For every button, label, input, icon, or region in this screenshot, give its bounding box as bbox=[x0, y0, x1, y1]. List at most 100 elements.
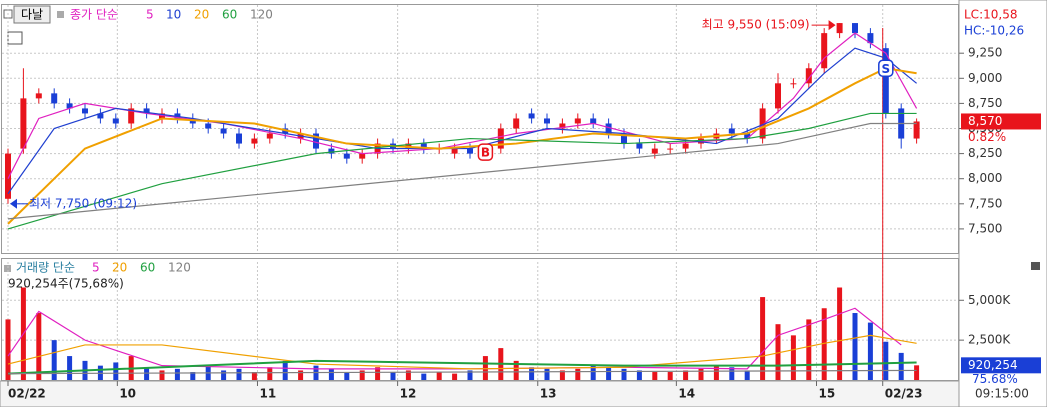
x-tick-label: 02/22 bbox=[8, 387, 46, 401]
legend-title: 종가 단순 bbox=[70, 8, 118, 22]
candle-body bbox=[636, 143, 643, 149]
signal-label: B bbox=[481, 146, 490, 160]
volume-bar bbox=[5, 319, 11, 380]
candle-body bbox=[266, 133, 273, 139]
volume-bar bbox=[713, 365, 719, 380]
candle-body bbox=[590, 118, 597, 124]
candle-body bbox=[205, 123, 212, 129]
candle-body bbox=[451, 148, 458, 154]
grid-icon[interactable] bbox=[7, 31, 23, 45]
candle-body bbox=[651, 148, 658, 154]
y-tick-label: 7,750 bbox=[968, 196, 1002, 210]
candle-body bbox=[805, 68, 812, 84]
candle-body bbox=[97, 113, 104, 119]
volume-bar bbox=[174, 368, 180, 380]
candle-body bbox=[82, 108, 88, 114]
annotation: 최고 9,550 (15:09) bbox=[702, 18, 810, 32]
y-tick-label: 8,750 bbox=[968, 96, 1002, 110]
candle-body bbox=[913, 121, 920, 139]
symbol-button[interactable] bbox=[13, 5, 51, 24]
y-tick-label: 9,250 bbox=[968, 46, 1002, 60]
volume-bar bbox=[113, 362, 119, 380]
candle-body bbox=[728, 128, 735, 134]
candle-body bbox=[574, 118, 581, 124]
panel-button[interactable] bbox=[1031, 262, 1040, 270]
volume-bar bbox=[251, 372, 257, 380]
candle-body bbox=[112, 118, 119, 124]
volume-bar bbox=[590, 365, 596, 380]
volume-bar bbox=[421, 373, 427, 380]
cursor-time: 09:15:00 bbox=[975, 387, 1029, 401]
x-tick-label: 11 bbox=[259, 387, 276, 401]
volume-bar bbox=[760, 297, 766, 380]
ma-line bbox=[7, 67, 917, 225]
x-tick-label: 15 bbox=[819, 387, 836, 401]
volume-bar bbox=[344, 372, 350, 380]
volume-bar bbox=[775, 324, 781, 380]
x-tick-label: 02/23 bbox=[885, 387, 923, 401]
last-volume-box bbox=[961, 357, 1041, 374]
volume-bar bbox=[821, 308, 827, 380]
candle-body bbox=[605, 123, 612, 134]
volume-bar bbox=[652, 372, 658, 380]
legend-icon bbox=[4, 265, 11, 272]
ma-line bbox=[7, 369, 917, 375]
candle-body bbox=[790, 83, 797, 85]
candle-body bbox=[343, 153, 350, 159]
candle-body bbox=[775, 83, 781, 109]
volume-bar bbox=[390, 372, 396, 380]
volume-bar bbox=[790, 335, 796, 380]
volume-bar bbox=[544, 368, 550, 380]
candle-body bbox=[51, 93, 58, 104]
arrow-head bbox=[828, 20, 836, 31]
candle-body bbox=[882, 48, 889, 114]
candle-body bbox=[852, 23, 858, 34]
volume-bar bbox=[867, 322, 873, 380]
annotation: 최저 7,750 (09:12) bbox=[29, 196, 137, 210]
signal-label: S bbox=[881, 62, 890, 76]
legend-entry: 10 bbox=[166, 8, 181, 22]
legend-entry: 5 bbox=[92, 261, 100, 275]
volume-bar bbox=[606, 367, 612, 380]
legend-entry: 120 bbox=[250, 8, 273, 22]
candle-body bbox=[128, 108, 135, 124]
volume-bar bbox=[267, 367, 273, 380]
volume-bar bbox=[436, 372, 442, 380]
volume-bar bbox=[529, 367, 535, 380]
candle-body bbox=[667, 148, 674, 150]
candle-body bbox=[313, 133, 319, 149]
volume-bar bbox=[667, 372, 673, 380]
volume-bar bbox=[452, 373, 458, 380]
ma-line bbox=[7, 112, 917, 230]
volume-bar bbox=[67, 356, 73, 380]
legend-entry: 5 bbox=[146, 8, 154, 22]
legend-entry: 60 bbox=[140, 261, 155, 275]
limit-hc: HC:-10,26 bbox=[964, 24, 1024, 38]
candle-body bbox=[821, 33, 828, 69]
y-tick-label: 9,000 bbox=[968, 71, 1002, 85]
x-tick-label: 14 bbox=[678, 387, 695, 401]
candle-body bbox=[621, 133, 627, 144]
candle-body bbox=[744, 133, 751, 139]
limit-lc: LC:10,58 bbox=[964, 8, 1017, 22]
candle-body bbox=[359, 153, 366, 159]
candle-body bbox=[420, 143, 427, 149]
candle-body bbox=[528, 113, 535, 119]
ma-line bbox=[7, 359, 917, 375]
volume-bar bbox=[806, 319, 812, 380]
volume-bar bbox=[683, 370, 689, 380]
legend-entry: 20 bbox=[112, 261, 127, 275]
volume-bar bbox=[51, 340, 57, 380]
symbol[interactable]: 다날 bbox=[21, 8, 43, 22]
candle-body bbox=[220, 128, 227, 134]
volume-bar bbox=[575, 368, 581, 380]
x-tick-label: 12 bbox=[400, 387, 417, 401]
volume-bar bbox=[298, 370, 304, 380]
legend-entry: 120 bbox=[168, 261, 191, 275]
ma-line bbox=[7, 122, 917, 220]
right-axis bbox=[958, 0, 1047, 407]
volume-bar bbox=[729, 367, 735, 380]
volume-bar bbox=[837, 287, 843, 380]
candle-body bbox=[251, 138, 258, 144]
